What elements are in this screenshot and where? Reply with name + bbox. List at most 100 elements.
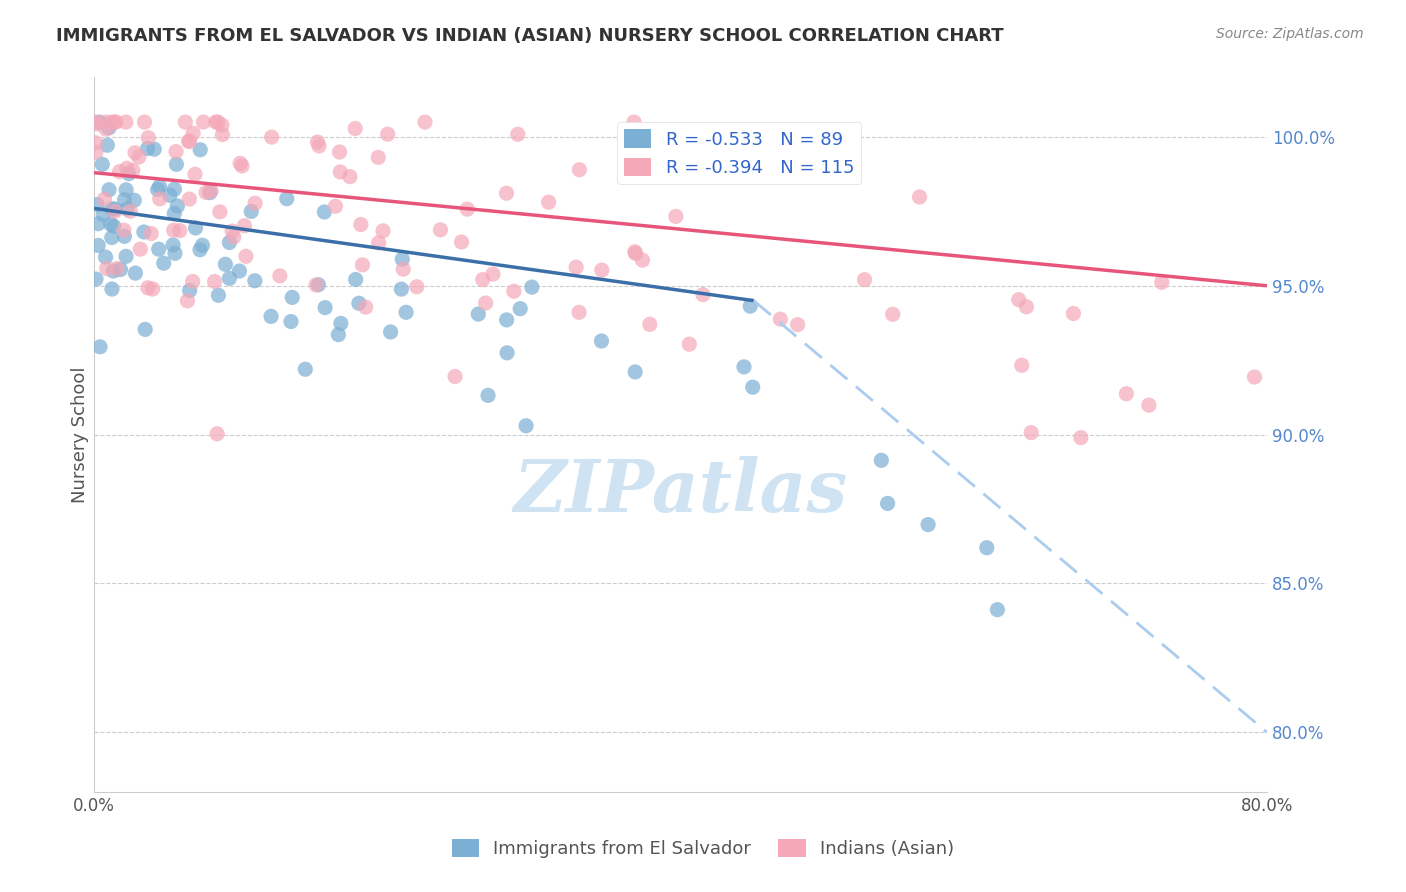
- Immigrants from El Salvador: [870, 453, 893, 467]
- Indians (Asian): [354, 300, 377, 314]
- Indians (Asian): [429, 223, 451, 237]
- Indians (Asian): [502, 284, 524, 298]
- Indians (Asian): [329, 165, 352, 179]
- Immigrants from El Salvador: [496, 346, 519, 360]
- Immigrants from El Salvador: [380, 325, 402, 339]
- Immigrants from El Salvador: [146, 183, 169, 197]
- Immigrants from El Salvador: [509, 301, 531, 316]
- Indians (Asian): [769, 312, 792, 326]
- Immigrants from El Salvador: [101, 202, 124, 216]
- Immigrants from El Salvador: [98, 120, 121, 135]
- Indians (Asian): [184, 167, 207, 181]
- Immigrants from El Salvador: [188, 243, 211, 257]
- Immigrants from El Salvador: [96, 138, 118, 153]
- Indians (Asian): [104, 204, 127, 219]
- Immigrants from El Salvador: [986, 602, 1008, 616]
- Indians (Asian): [444, 369, 467, 384]
- Indians (Asian): [120, 204, 142, 219]
- Indians (Asian): [108, 164, 131, 178]
- Indians (Asian): [405, 279, 427, 293]
- Immigrants from El Salvador: [104, 202, 127, 216]
- Indians (Asian): [367, 235, 389, 250]
- Indians (Asian): [260, 130, 283, 145]
- Indians (Asian): [221, 224, 243, 238]
- Immigrants from El Salvador: [218, 271, 240, 285]
- Immigrants from El Salvador: [740, 299, 762, 313]
- Immigrants from El Salvador: [344, 272, 367, 286]
- Indians (Asian): [1150, 275, 1173, 289]
- Immigrants from El Salvador: [260, 310, 283, 324]
- Immigrants from El Salvador: [148, 179, 170, 194]
- Indians (Asian): [1137, 398, 1160, 412]
- Indians (Asian): [392, 262, 415, 277]
- Indians (Asian): [179, 134, 201, 148]
- Indians (Asian): [207, 115, 229, 129]
- Immigrants from El Salvador: [94, 250, 117, 264]
- Indians (Asian): [568, 162, 591, 177]
- Indians (Asian): [235, 249, 257, 263]
- Immigrants from El Salvador: [214, 257, 236, 271]
- Indians (Asian): [136, 281, 159, 295]
- Immigrants from El Salvador: [165, 157, 187, 171]
- Immigrants from El Salvador: [591, 334, 613, 348]
- Immigrants from El Salvador: [163, 246, 186, 260]
- Indians (Asian): [305, 277, 328, 292]
- Indians (Asian): [1070, 431, 1092, 445]
- Indians (Asian): [86, 117, 108, 131]
- Indians (Asian): [129, 242, 152, 256]
- Immigrants from El Salvador: [467, 307, 489, 321]
- Indians (Asian): [128, 150, 150, 164]
- Immigrants from El Salvador: [87, 217, 110, 231]
- Indians (Asian): [124, 145, 146, 160]
- Indians (Asian): [176, 293, 198, 308]
- Immigrants from El Salvador: [307, 277, 329, 292]
- Indians (Asian): [112, 223, 135, 237]
- Immigrants from El Salvador: [110, 262, 132, 277]
- Immigrants from El Salvador: [281, 290, 304, 304]
- Indians (Asian): [208, 205, 231, 219]
- Immigrants from El Salvador: [188, 143, 211, 157]
- Indians (Asian): [1062, 306, 1084, 320]
- Indians (Asian): [149, 192, 172, 206]
- Text: ZIPatlas: ZIPatlas: [513, 456, 848, 527]
- Immigrants from El Salvador: [136, 141, 159, 155]
- Indians (Asian): [344, 121, 367, 136]
- Immigrants from El Salvador: [976, 541, 998, 555]
- Immigrants from El Salvador: [112, 229, 135, 244]
- Indians (Asian): [141, 227, 163, 241]
- Immigrants from El Salvador: [134, 322, 156, 336]
- Immigrants from El Salvador: [118, 167, 141, 181]
- Immigrants from El Salvador: [98, 183, 121, 197]
- Text: IMMIGRANTS FROM EL SALVADOR VS INDIAN (ASIAN) NURSERY SCHOOL CORRELATION CHART: IMMIGRANTS FROM EL SALVADOR VS INDIAN (A…: [56, 27, 1004, 45]
- Indians (Asian): [138, 130, 160, 145]
- Immigrants from El Salvador: [218, 235, 240, 250]
- Immigrants from El Salvador: [84, 272, 107, 286]
- Immigrants from El Salvador: [159, 188, 181, 202]
- Indians (Asian): [105, 261, 128, 276]
- Immigrants from El Salvador: [101, 282, 124, 296]
- Indians (Asian): [115, 115, 138, 129]
- Indians (Asian): [307, 135, 329, 149]
- Immigrants from El Salvador: [329, 317, 352, 331]
- Indians (Asian): [94, 115, 117, 129]
- Indians (Asian): [692, 287, 714, 301]
- Indians (Asian): [631, 157, 654, 171]
- Indians (Asian): [1015, 300, 1038, 314]
- Immigrants from El Salvador: [198, 186, 221, 200]
- Indians (Asian): [537, 195, 560, 210]
- Immigrants from El Salvador: [876, 496, 898, 510]
- Indians (Asian): [165, 145, 187, 159]
- Immigrants from El Salvador: [87, 238, 110, 252]
- Immigrants from El Salvador: [389, 282, 412, 296]
- Immigrants from El Salvador: [477, 388, 499, 402]
- Immigrants from El Salvador: [91, 208, 114, 222]
- Indians (Asian): [882, 307, 904, 321]
- Immigrants from El Salvador: [163, 182, 186, 196]
- Indians (Asian): [229, 156, 252, 170]
- Immigrants from El Salvador: [391, 252, 413, 267]
- Immigrants from El Salvador: [132, 225, 155, 239]
- Indians (Asian): [104, 115, 127, 129]
- Indians (Asian): [1019, 425, 1042, 440]
- Indians (Asian): [222, 230, 245, 244]
- Immigrants from El Salvador: [280, 314, 302, 328]
